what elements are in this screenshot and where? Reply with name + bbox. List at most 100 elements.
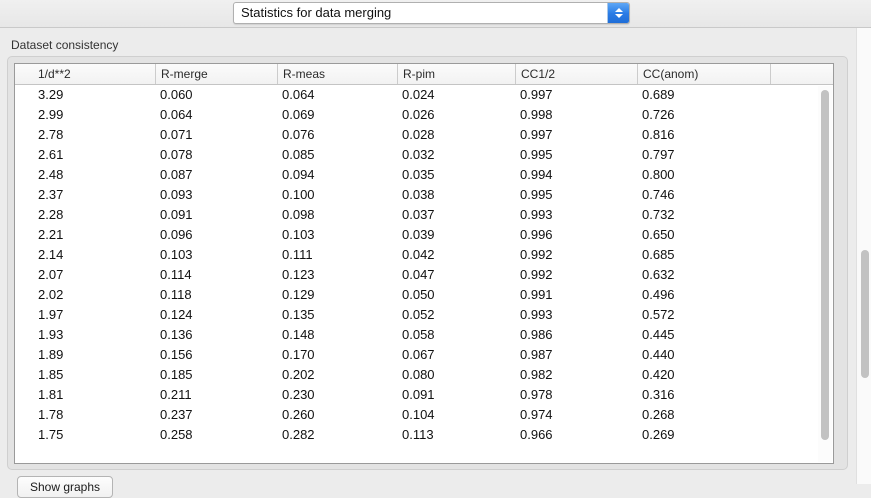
table-body: 3.29 0.060 0.064 0.024 0.997 0.689 2.99 0.064 0.…	[15, 85, 833, 463]
table-cell: 0.104	[402, 407, 435, 422]
page-vertical-scrollbar[interactable]	[856, 28, 871, 484]
table-cell: 2.28	[38, 207, 64, 222]
table-cell: 2.14	[38, 247, 64, 262]
table-cell: 0.998	[520, 107, 553, 122]
table-cell: 0.042	[402, 247, 435, 262]
table-cell: 0.156	[160, 347, 193, 362]
table-row[interactable]: 2.37 0.093 0.100 0.038 0.995 0.746	[15, 185, 833, 205]
table-column-header[interactable]: CC1/2	[515, 64, 637, 84]
table-cell: 1.75	[38, 427, 64, 442]
table-column-header[interactable]: R-meas	[277, 64, 397, 84]
table-cell: 0.064	[282, 87, 315, 102]
table-cell: 0.746	[642, 187, 675, 202]
page-vertical-scrollbar-thumb[interactable]	[861, 250, 869, 378]
table-cell: 0.103	[282, 227, 315, 242]
table-cell: 0.052	[402, 307, 435, 322]
table-cell: 0.440	[642, 347, 675, 362]
statistics-selector-value: Statistics for data merging	[241, 5, 392, 20]
table-cell: 0.123	[282, 267, 315, 282]
table-cell: 0.211	[160, 387, 192, 402]
table-cell: 2.99	[38, 107, 64, 122]
table-cell: 0.800	[642, 167, 675, 182]
table-cell: 3.29	[38, 87, 64, 102]
table-cell: 0.995	[520, 187, 553, 202]
table-row[interactable]: 2.21 0.096 0.103 0.039 0.996 0.650	[15, 225, 833, 245]
table-column-header[interactable]: 1/d**2	[38, 67, 71, 81]
table-cell: 0.069	[282, 107, 315, 122]
table-row[interactable]: 1.75 0.258 0.282 0.113 0.966 0.269	[15, 425, 833, 445]
table-column-header[interactable]	[770, 64, 820, 84]
table-row[interactable]: 1.97 0.124 0.135 0.052 0.993 0.572	[15, 305, 833, 325]
table-cell: 0.258	[160, 427, 193, 442]
table-row[interactable]: 1.89 0.156 0.170 0.067 0.987 0.440	[15, 345, 833, 365]
table-cell: 0.058	[402, 327, 435, 342]
table-cell: 0.992	[520, 247, 553, 262]
table-cell: 0.316	[642, 387, 675, 402]
table-column-header[interactable]: CC(anom)	[637, 64, 770, 84]
table-column-header[interactable]: R-pim	[397, 64, 515, 84]
table-cell: 0.997	[520, 127, 553, 142]
table-cell: 0.050	[402, 287, 435, 302]
table-row[interactable]: 2.02 0.118 0.129 0.050 0.991 0.496	[15, 285, 833, 305]
statistics-selector-combobox[interactable]: Statistics for data merging	[233, 2, 630, 24]
up-down-chevron-icon[interactable]	[607, 3, 629, 23]
table-row[interactable]: 2.99 0.064 0.069 0.026 0.998 0.726	[15, 105, 833, 125]
table-row[interactable]: 1.78 0.237 0.260 0.104 0.974 0.268	[15, 405, 833, 425]
table-row[interactable]: 1.93 0.136 0.148 0.058 0.986 0.445	[15, 325, 833, 345]
table-cell: 0.135	[282, 307, 315, 322]
table-row[interactable]: 2.14 0.103 0.111 0.042 0.992 0.685	[15, 245, 833, 265]
table-vertical-scrollbar[interactable]	[818, 86, 832, 462]
table-cell: 0.091	[160, 207, 193, 222]
table-cell: 0.420	[642, 367, 675, 382]
table-cell: 0.039	[402, 227, 435, 242]
show-graphs-button[interactable]: Show graphs	[17, 476, 113, 498]
table-row[interactable]: 1.81 0.211 0.230 0.091 0.978 0.316	[15, 385, 833, 405]
table-header-row: 1/d**2 R-merge R-meas R-pim CC1/2 CC(anom)	[15, 64, 833, 85]
table-cell: 0.269	[642, 427, 675, 442]
table-cell: 0.071	[160, 127, 193, 142]
table-row[interactable]: 2.48 0.087 0.094 0.035 0.994 0.800	[15, 165, 833, 185]
table-cell: 0.064	[160, 107, 193, 122]
table-cell: 0.037	[402, 207, 435, 222]
table-cell: 0.650	[642, 227, 675, 242]
table-cell: 0.047	[402, 267, 435, 282]
table-cell: 0.237	[160, 407, 193, 422]
table-cell: 2.61	[38, 147, 64, 162]
table-cell: 0.496	[642, 287, 675, 302]
table-cell: 0.997	[520, 87, 553, 102]
table-cell: 0.185	[160, 367, 193, 382]
table-row[interactable]: 3.29 0.060 0.064 0.024 0.997 0.689	[15, 85, 833, 105]
table-cell: 0.103	[160, 247, 193, 262]
table-cell: 0.067	[402, 347, 435, 362]
table-row[interactable]: 2.07 0.114 0.123 0.047 0.992 0.632	[15, 265, 833, 285]
table-cell: 0.732	[642, 207, 675, 222]
table-cell: 0.816	[642, 127, 675, 142]
table-cell: 0.994	[520, 167, 553, 182]
table-cell: 0.268	[642, 407, 675, 422]
group-title: Dataset consistency	[11, 38, 119, 52]
table-cell: 0.726	[642, 107, 675, 122]
table-cell: 1.85	[38, 367, 64, 382]
table-cell: 0.202	[282, 367, 315, 382]
table-cell: 0.995	[520, 147, 553, 162]
table-vertical-scrollbar-thumb[interactable]	[821, 90, 829, 440]
table-row[interactable]: 1.85 0.185 0.202 0.080 0.982 0.420	[15, 365, 833, 385]
table-cell: 0.093	[160, 187, 193, 202]
table-row[interactable]: 2.78 0.071 0.076 0.028 0.997 0.816	[15, 125, 833, 145]
table-column-header[interactable]: R-merge	[155, 64, 277, 84]
table-row[interactable]: 2.28 0.091 0.098 0.037 0.993 0.732	[15, 205, 833, 225]
table-cell: 0.060	[160, 87, 193, 102]
table-cell: 0.028	[402, 127, 435, 142]
table-cell: 2.07	[38, 267, 64, 282]
chevron-up-icon	[614, 8, 623, 12]
table-cell: 0.087	[160, 167, 193, 182]
table-row[interactable]: 2.61 0.078 0.085 0.032 0.995 0.797	[15, 145, 833, 165]
table-cell: 0.992	[520, 267, 553, 282]
table-cell: 0.282	[282, 427, 315, 442]
table-cell: 0.098	[282, 207, 315, 222]
table-cell: 0.996	[520, 227, 553, 242]
table-cell: 1.78	[38, 407, 64, 422]
table-cell: 0.986	[520, 327, 553, 342]
table-cell: 0.032	[402, 147, 435, 162]
